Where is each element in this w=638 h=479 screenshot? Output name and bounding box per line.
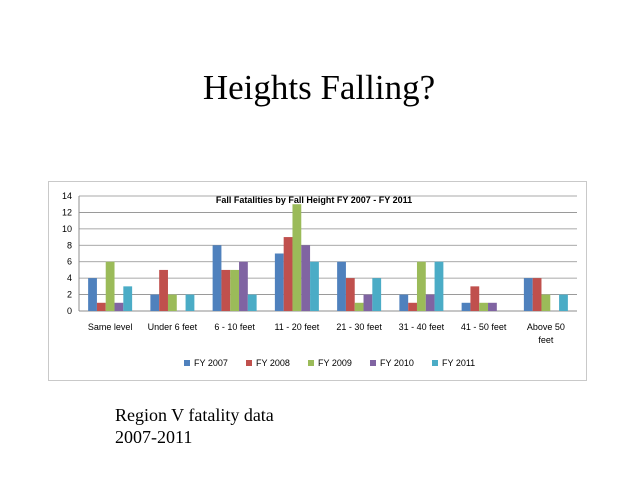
bar xyxy=(372,278,382,311)
legend-label: FY 2007 xyxy=(194,358,228,368)
bar xyxy=(230,269,240,311)
y-tick-label: 12 xyxy=(62,207,72,217)
bar xyxy=(96,302,106,311)
y-tick-label: 2 xyxy=(67,290,72,300)
bar xyxy=(274,253,284,311)
legend-swatch xyxy=(184,360,190,366)
chart-frame: 0 2 4 6 8 10 12 14 Fall Fatalities by Fall Heigh… xyxy=(48,181,587,381)
bar xyxy=(247,294,257,311)
bar xyxy=(479,302,489,311)
y-tick-label: 6 xyxy=(67,257,72,267)
x-tick-label: 6 - 10 feet xyxy=(214,322,255,332)
bar xyxy=(185,294,195,311)
legend-label: FY 2011 xyxy=(442,358,475,368)
y-tick-label: 0 xyxy=(67,306,72,316)
bar xyxy=(363,294,373,311)
legend-label: FY 2008 xyxy=(256,358,290,368)
bar xyxy=(337,261,346,311)
x-tick-label: Above 50 xyxy=(527,322,565,332)
slide-caption: Region V fatality data 2007-2011 xyxy=(115,404,415,448)
bar xyxy=(559,294,568,311)
bar xyxy=(221,269,231,311)
x-tick-label: 21 - 30 feet xyxy=(336,322,382,332)
slide-title: Heights Falling? xyxy=(202,68,436,107)
x-tick-label: Under 6 feet xyxy=(148,322,198,332)
legend-swatch xyxy=(308,360,314,366)
x-tick-label: feet xyxy=(538,335,554,345)
bar xyxy=(541,294,551,311)
y-tick-label: 8 xyxy=(67,240,72,250)
bar xyxy=(488,302,497,311)
bar xyxy=(354,302,364,311)
bar xyxy=(88,278,97,311)
bar xyxy=(123,286,133,311)
bar-chart: 0 2 4 6 8 10 12 14 Fall Fatalities by Fall Heigh… xyxy=(62,191,577,368)
bar xyxy=(301,245,311,311)
legend-label: FY 2010 xyxy=(380,358,414,368)
bar xyxy=(399,294,409,311)
bar xyxy=(239,261,248,311)
x-tick-label: 41 - 50 feet xyxy=(461,322,507,332)
bar xyxy=(212,245,222,311)
y-tick-label: 14 xyxy=(62,191,72,201)
legend-swatch xyxy=(432,360,438,366)
bar xyxy=(292,204,302,311)
caption-line-2: 2007-2011 xyxy=(115,427,193,447)
bar xyxy=(523,278,533,311)
x-tick-label: 11 - 20 feet xyxy=(274,322,319,332)
bar xyxy=(434,261,444,311)
bar xyxy=(105,261,115,311)
legend-label: FY 2009 xyxy=(318,358,352,368)
bar xyxy=(167,294,177,311)
bar xyxy=(310,261,319,311)
y-tick-label: 4 xyxy=(67,273,72,283)
bar xyxy=(425,294,435,311)
y-tick-label: 10 xyxy=(62,224,72,234)
bar xyxy=(283,237,293,311)
caption-line-1: Region V fatality data xyxy=(115,405,274,425)
bar xyxy=(416,261,426,311)
legend-swatch xyxy=(370,360,376,366)
bar xyxy=(150,294,160,311)
bar xyxy=(470,286,480,311)
x-tick-label: 31 - 40 feet xyxy=(399,322,445,332)
bar xyxy=(532,278,542,311)
bar xyxy=(159,269,168,311)
bar xyxy=(461,302,471,311)
legend-swatch xyxy=(246,360,252,366)
bar xyxy=(408,302,417,311)
bar xyxy=(114,302,124,311)
chart-title: Fall Fatalities by Fall Height FY 2007 -… xyxy=(216,195,412,205)
x-tick-label: Same level xyxy=(88,322,133,332)
bar xyxy=(345,278,355,311)
